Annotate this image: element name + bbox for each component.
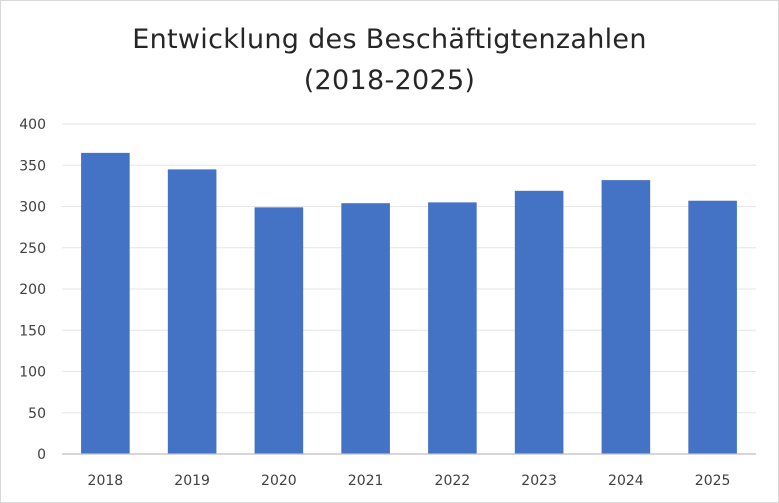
y-tick-label: 300 — [19, 200, 46, 216]
x-tick-label: 2024 — [608, 473, 644, 489]
y-tick-label: 200 — [19, 282, 46, 298]
bar — [81, 152, 130, 454]
x-tick-label: 2019 — [174, 473, 210, 489]
bar — [514, 190, 564, 454]
chart-title-line-1: Entwicklung des Beschäftigtenzahlen — [132, 24, 647, 55]
bar — [167, 169, 217, 454]
x-tick-label: 2021 — [348, 473, 384, 489]
x-tick-label: 2022 — [435, 473, 471, 489]
x-tick-label: 2023 — [521, 473, 557, 489]
x-tick-label: 2018 — [88, 473, 124, 489]
bar — [428, 202, 477, 454]
bar — [688, 200, 737, 454]
x-tick-label: 2025 — [695, 473, 731, 489]
y-tick-label: 0 — [37, 447, 46, 463]
y-tick-label: 150 — [19, 323, 46, 339]
x-tick-label: 2020 — [261, 473, 297, 489]
bar — [341, 203, 390, 454]
chart-title: Entwicklung des Beschäftigtenzahlen (201… — [1, 19, 778, 101]
y-tick-label: 100 — [19, 365, 46, 381]
y-tick-label: 250 — [19, 241, 46, 257]
bar — [254, 207, 304, 454]
y-tick-label: 350 — [19, 158, 46, 174]
bar — [601, 180, 651, 454]
y-tick-label: 50 — [28, 406, 46, 422]
chart-title-line-2: (2018-2025) — [303, 65, 476, 96]
y-tick-label: 400 — [19, 117, 46, 133]
